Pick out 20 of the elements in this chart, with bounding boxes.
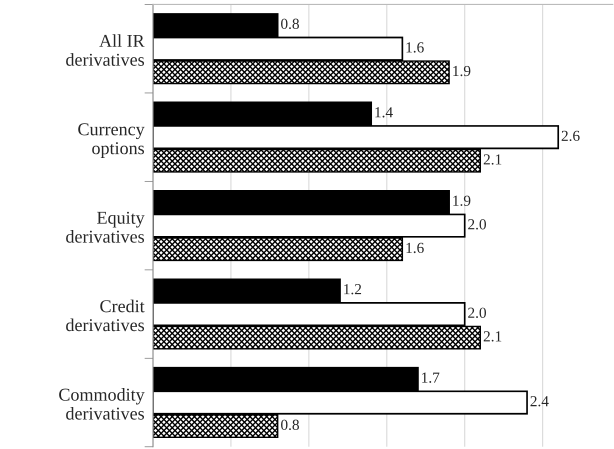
- data-label: 2.0: [468, 308, 486, 318]
- data-label: 1.2: [344, 284, 362, 294]
- y-tick-label: Commodity derivatives: [59, 388, 145, 420]
- y-tick-label: Currency options: [78, 123, 145, 158]
- y-tick-label: All IR derivatives: [66, 34, 145, 66]
- data-label: 0.8: [281, 420, 299, 430]
- data-label: 0.8: [281, 18, 299, 30]
- data-label: 1.6: [406, 42, 424, 53]
- data-label: 2.0: [468, 219, 486, 230]
- data-label: 2.1: [484, 331, 502, 342]
- data-label: 1.9: [453, 66, 470, 76]
- data-label: 1.9: [453, 196, 470, 206]
- data-label: 1.7: [422, 372, 440, 383]
- y-tick-label: Equity derivatives: [66, 212, 145, 243]
- data-label: 1.6: [406, 242, 424, 254]
- y-tick-label: Credit derivatives: [66, 300, 145, 332]
- data-label: 1.4: [375, 107, 393, 118]
- data-label: 2.4: [530, 396, 549, 406]
- data-label: 2.1: [484, 154, 502, 165]
- data-label: 2.6: [562, 130, 580, 142]
